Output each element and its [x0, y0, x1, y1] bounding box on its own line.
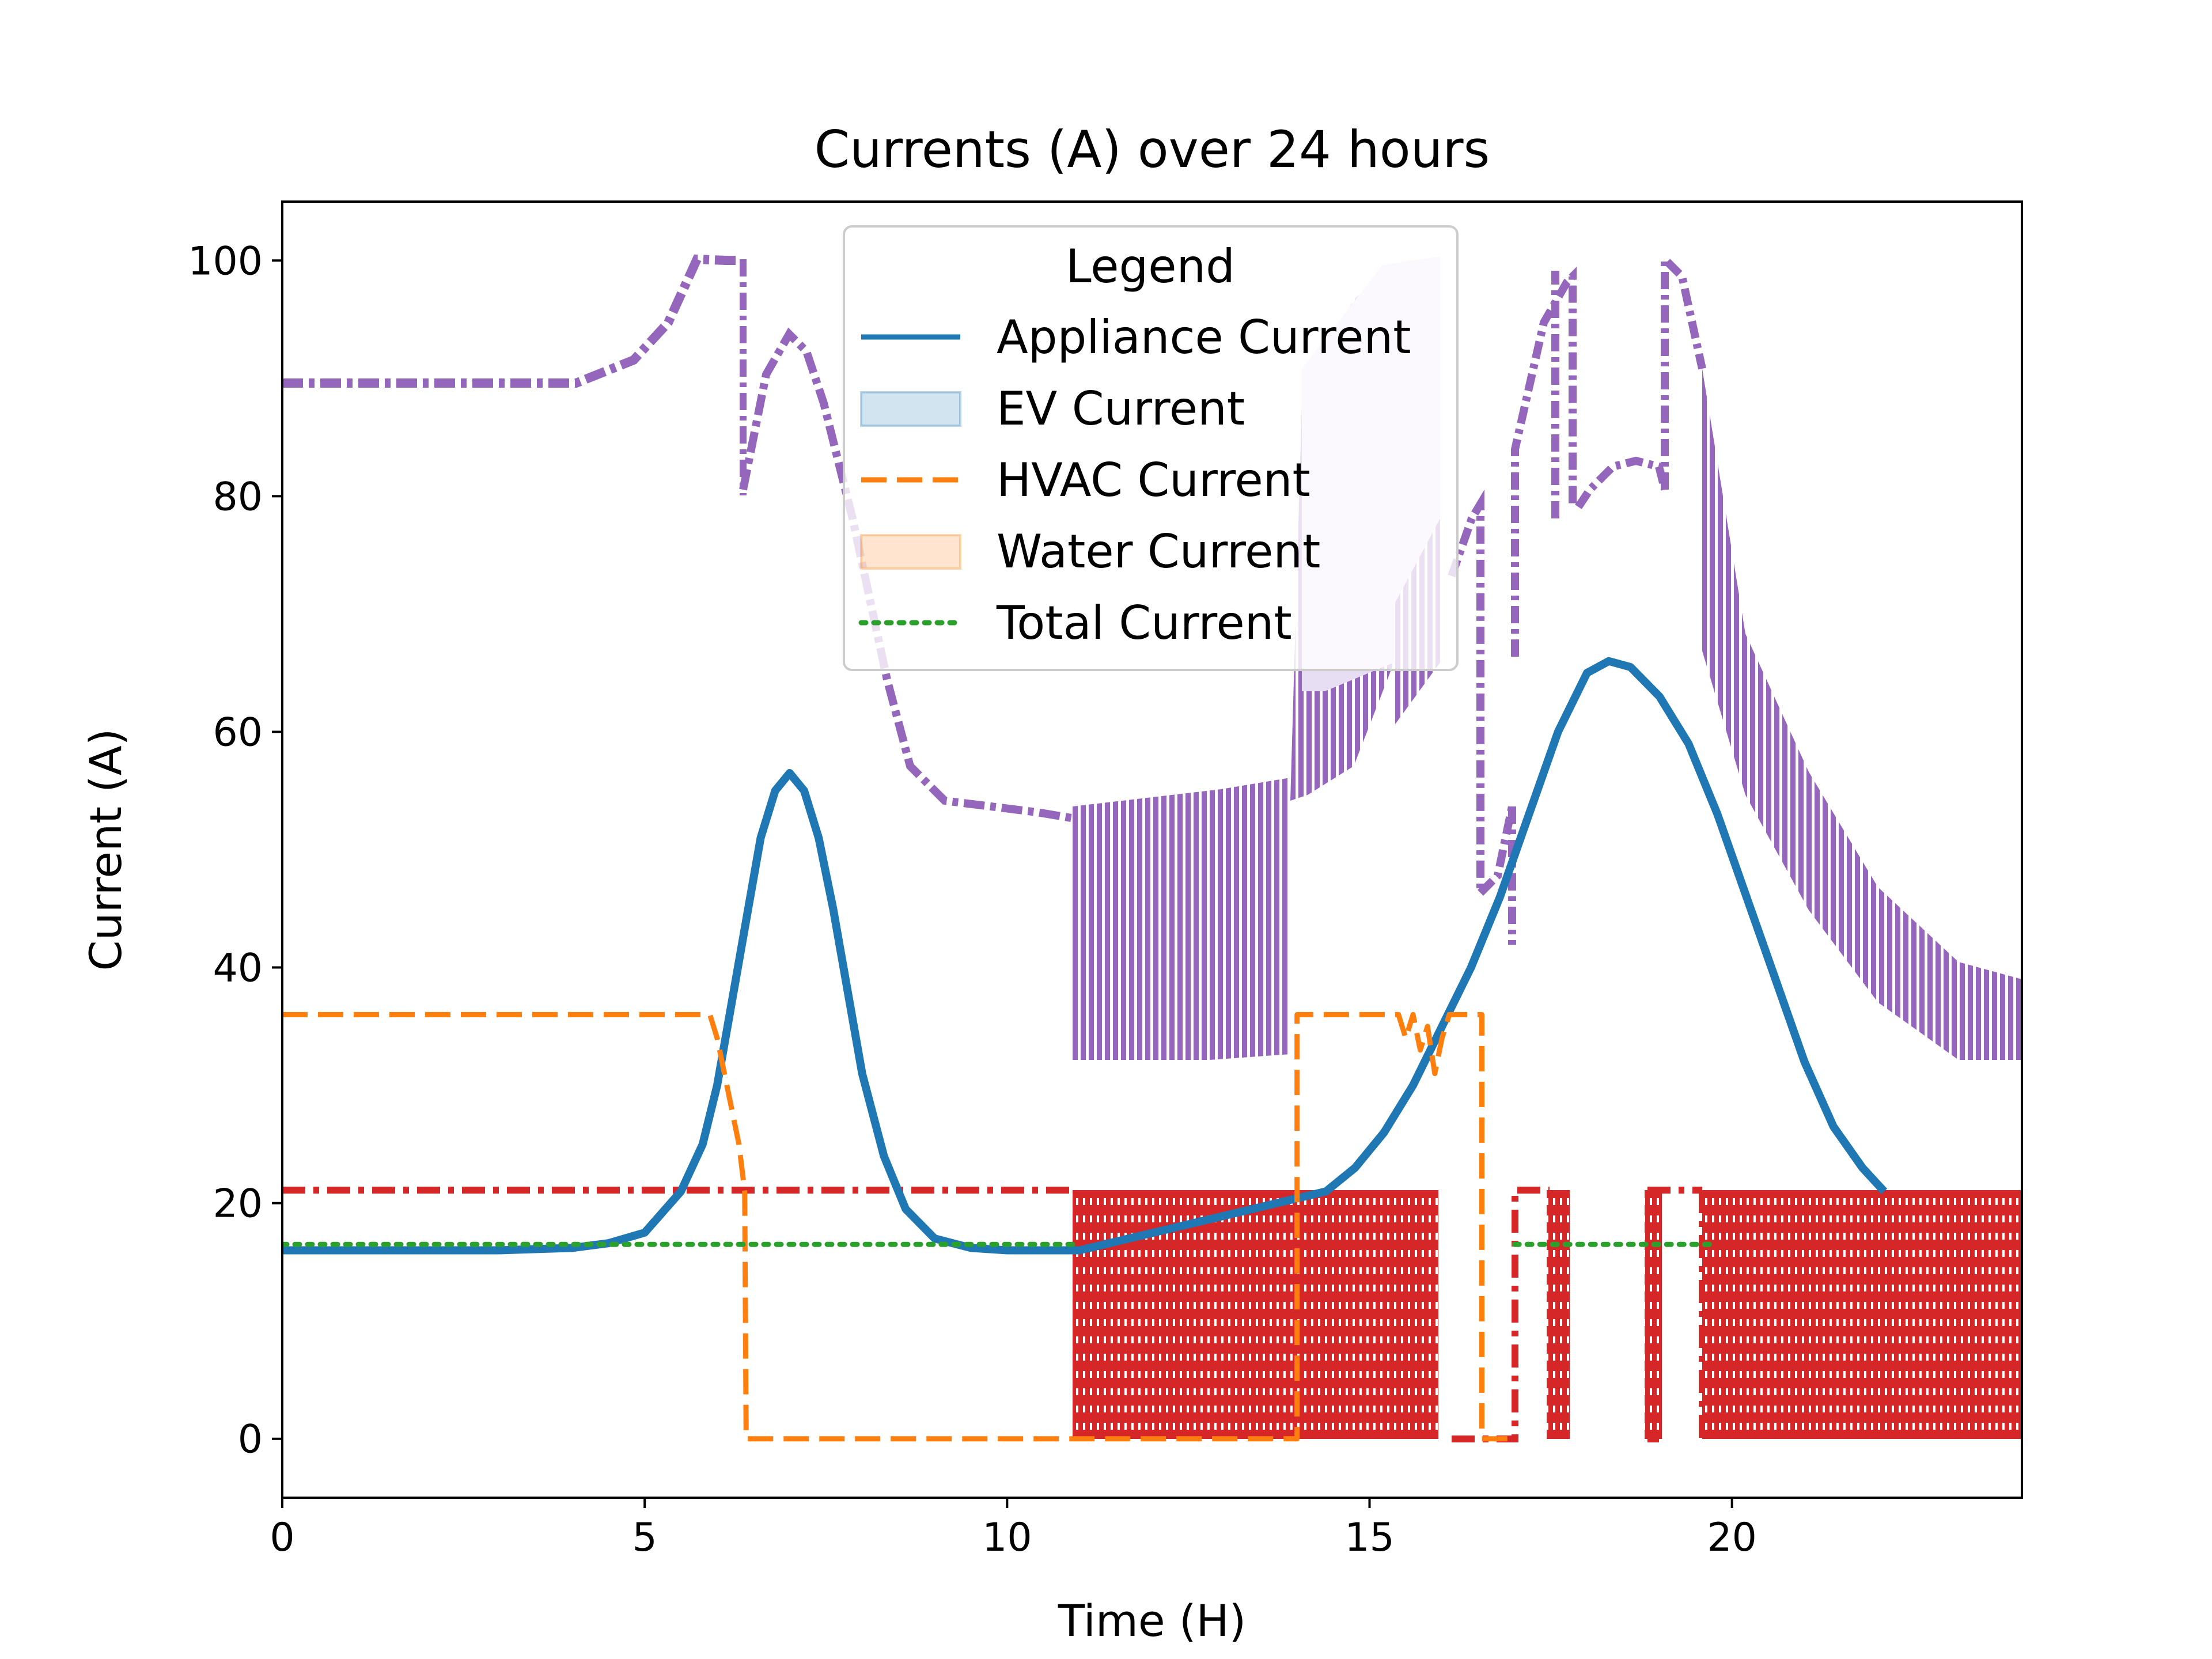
red-band-4 [1702, 1190, 2022, 1439]
legend: Legend Appliance Current EV Current HVAC C… [843, 225, 1459, 671]
purple-band-4 [1702, 369, 2022, 1060]
purple-trace-line-1 [282, 254, 739, 388]
red-band-2 [1547, 1190, 1570, 1439]
x-tick-label: 15 [1344, 1515, 1395, 1560]
legend-label-appliance-current: Appliance Current [997, 310, 1411, 364]
chart-title: Currents (A) over 24 hours [815, 120, 1490, 179]
series-hvac-current [282, 1012, 1515, 1442]
x-tick-label: 20 [1707, 1515, 1757, 1560]
y-tick-label: 40 [213, 946, 263, 991]
series-layer [282, 657, 1888, 1442]
legend-label-water-current: Water Current [997, 525, 1320, 578]
legend-title: Legend [1066, 240, 1235, 293]
purple-trace-line-4 [1448, 249, 1706, 945]
legend-entries: Appliance Current EV Current HVAC Current W… [858, 310, 1411, 650]
legend-label-ev-current: EV Current [997, 382, 1245, 435]
y-tick-label: 20 [213, 1181, 263, 1227]
y-axis: 0 20 40 60 80 100 [188, 238, 282, 1463]
y-axis-label: Current (A) [80, 729, 131, 971]
red-trace [282, 1187, 2022, 1442]
legend-box [843, 225, 1459, 671]
x-tick-label: 0 [270, 1515, 294, 1560]
x-axis: 0 5 10 15 20 [270, 1498, 1757, 1560]
y-tick-label: 0 [238, 1417, 263, 1463]
plot-frame [281, 200, 2023, 1499]
y-tick-label: 80 [213, 474, 263, 520]
x-axis-label: Time (H) [1058, 1595, 1247, 1646]
red-band-3 [1645, 1190, 1662, 1439]
series-appliance-current [282, 657, 1888, 1255]
x-tick-label: 10 [982, 1515, 1032, 1560]
y-tick-label: 60 [213, 710, 263, 755]
red-trace-line [282, 1187, 1706, 1442]
legend-label-total-current: Total Current [996, 596, 1292, 650]
legend-swatch-ev-current [860, 391, 961, 427]
purple-band-1 [1073, 778, 1290, 1060]
y-tick-label: 100 [188, 238, 263, 284]
x-tick-label: 5 [632, 1515, 657, 1560]
legend-swatch-water-current [860, 534, 961, 570]
red-band-1 [1073, 1190, 1438, 1439]
legend-label-hvac-current: HVAC Current [997, 453, 1310, 507]
